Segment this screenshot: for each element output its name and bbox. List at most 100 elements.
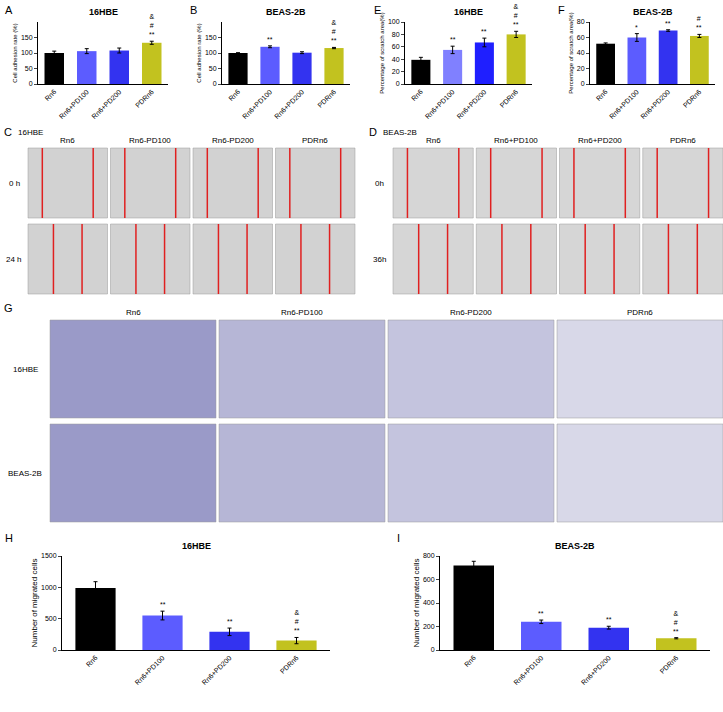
- svg-text:PDRn6: PDRn6: [670, 136, 696, 145]
- svg-text:100: 100: [205, 49, 217, 56]
- svg-text:Rn6-PD100: Rn6-PD100: [281, 308, 323, 317]
- svg-text:Rn6-PD100: Rn6-PD100: [129, 136, 171, 145]
- svg-text:Rn6+PD100: Rn6+PD100: [424, 88, 456, 120]
- svg-text:0: 0: [213, 80, 217, 87]
- svg-text:24 h: 24 h: [6, 255, 22, 264]
- svg-text:150: 150: [205, 34, 217, 41]
- svg-text:PDRn6: PDRn6: [659, 654, 680, 675]
- svg-text:Cell adhesion rate (%): Cell adhesion rate (%): [12, 23, 18, 82]
- svg-text:50: 50: [25, 65, 33, 72]
- svg-text:Rn6: Rn6: [126, 308, 141, 317]
- svg-text:B: B: [190, 4, 197, 16]
- svg-text:**: **: [606, 616, 612, 623]
- svg-text:Rn6+PD200: Rn6+PD200: [580, 654, 612, 686]
- svg-text:0: 0: [581, 80, 585, 87]
- svg-text:Rn6: Rn6: [227, 88, 241, 102]
- svg-text:600: 600: [423, 576, 435, 583]
- svg-text:**: **: [160, 601, 166, 608]
- svg-text:0: 0: [396, 80, 400, 87]
- svg-text:G: G: [4, 302, 13, 314]
- svg-text:Rn6+PD200: Rn6+PD200: [455, 88, 487, 120]
- svg-text:Rn6+PD100: Rn6+PD100: [58, 88, 90, 120]
- svg-text:&#**: &#**: [513, 3, 519, 28]
- svg-text:**: **: [450, 36, 456, 43]
- svg-text:0 h: 0 h: [9, 179, 20, 188]
- svg-text:E: E: [374, 4, 381, 16]
- svg-text:PDRn6: PDRn6: [279, 654, 300, 675]
- svg-text:40: 40: [392, 56, 400, 63]
- svg-text:PDRn6: PDRn6: [498, 88, 519, 109]
- svg-text:20: 20: [392, 68, 400, 75]
- svg-text:*: *: [635, 24, 638, 31]
- svg-text:Rn6: Rn6: [595, 88, 609, 102]
- svg-text:Rn6: Rn6: [426, 136, 441, 145]
- svg-text:**: **: [538, 610, 544, 617]
- svg-text:40: 40: [577, 49, 585, 56]
- svg-text:Rn6+PD100: Rn6+PD100: [512, 654, 544, 686]
- svg-text:0: 0: [53, 646, 57, 653]
- svg-text:60: 60: [577, 34, 585, 41]
- svg-text:Rn6+PD200: Rn6+PD200: [273, 88, 305, 120]
- svg-text:Rn6+PD100: Rn6+PD100: [494, 136, 538, 145]
- svg-text:16HBE: 16HBE: [13, 365, 38, 374]
- svg-text:500: 500: [45, 615, 57, 622]
- svg-text:Percentage of scratch area(%): Percentage of scratch area(%): [568, 12, 574, 93]
- svg-text:I: I: [397, 532, 400, 544]
- svg-text:D: D: [369, 126, 377, 138]
- svg-text:Number of migrated cells: Number of migrated cells: [412, 559, 421, 648]
- svg-text:&#**: &#**: [673, 610, 679, 635]
- svg-text:Rn6+PD200: Rn6+PD200: [201, 654, 233, 686]
- svg-text:Rn6+PD100: Rn6+PD100: [134, 654, 166, 686]
- svg-text:BEAS-2B: BEAS-2B: [555, 541, 595, 551]
- svg-text:50: 50: [209, 65, 217, 72]
- svg-text:PDRn6: PDRn6: [302, 136, 328, 145]
- svg-text:20: 20: [577, 65, 585, 72]
- svg-text:**: **: [267, 36, 273, 43]
- svg-text:H: H: [5, 532, 13, 544]
- svg-text:16HBE: 16HBE: [454, 7, 483, 17]
- svg-text:A: A: [5, 4, 13, 16]
- svg-text:36h: 36h: [373, 255, 386, 264]
- svg-text:80: 80: [577, 18, 585, 25]
- svg-text:PDRn6: PDRn6: [134, 88, 155, 109]
- svg-text:16HBE: 16HBE: [182, 541, 211, 551]
- svg-text:0h: 0h: [375, 179, 384, 188]
- svg-text:1500: 1500: [41, 552, 57, 559]
- svg-text:Rn6: Rn6: [43, 88, 57, 102]
- svg-text:Rn6: Rn6: [463, 654, 477, 668]
- svg-text:PDRn6: PDRn6: [682, 88, 703, 109]
- svg-text:Rn6+PD200: Rn6+PD200: [639, 88, 671, 120]
- svg-text:Rn6+PD200: Rn6+PD200: [90, 88, 122, 120]
- svg-text:**: **: [665, 20, 671, 27]
- svg-text:F: F: [558, 4, 565, 16]
- svg-text:Percentage of scratch area(%): Percentage of scratch area(%): [379, 12, 385, 93]
- svg-text:60: 60: [392, 43, 400, 50]
- svg-text:Rn6: Rn6: [60, 136, 75, 145]
- svg-text:**: **: [227, 618, 233, 625]
- svg-text:Rn6: Rn6: [85, 654, 99, 668]
- svg-text:0: 0: [29, 80, 33, 87]
- svg-text:&#**: &#**: [294, 609, 300, 634]
- svg-text:Rn6-PD200: Rn6-PD200: [450, 308, 492, 317]
- svg-text:BEAS-2B: BEAS-2B: [383, 128, 417, 137]
- svg-text:&#**: &#**: [149, 13, 155, 38]
- svg-text:400: 400: [423, 599, 435, 606]
- svg-text:Rn6+PD200: Rn6+PD200: [578, 136, 622, 145]
- svg-text:Number of migrated cells: Number of migrated cells: [30, 559, 39, 648]
- svg-text:Rn6-PD200: Rn6-PD200: [212, 136, 254, 145]
- svg-text:200: 200: [423, 623, 435, 630]
- svg-text:#**: #**: [696, 15, 702, 31]
- svg-text:0: 0: [431, 646, 435, 653]
- svg-text:100: 100: [21, 49, 33, 56]
- svg-text:**: **: [481, 28, 487, 35]
- svg-text:PDRn6: PDRn6: [316, 88, 337, 109]
- svg-text:100: 100: [388, 18, 400, 25]
- svg-text:Cell adhesion rate (%): Cell adhesion rate (%): [196, 23, 202, 82]
- svg-text:BEAS-2B: BEAS-2B: [266, 7, 306, 17]
- svg-text:Rn6+PD100: Rn6+PD100: [241, 88, 273, 120]
- svg-text:1000: 1000: [41, 584, 57, 591]
- svg-text:16HBE: 16HBE: [89, 7, 118, 17]
- svg-text:&#**: &#**: [331, 19, 337, 44]
- svg-text:80: 80: [392, 31, 400, 38]
- svg-text:BEAS-2B: BEAS-2B: [633, 7, 673, 17]
